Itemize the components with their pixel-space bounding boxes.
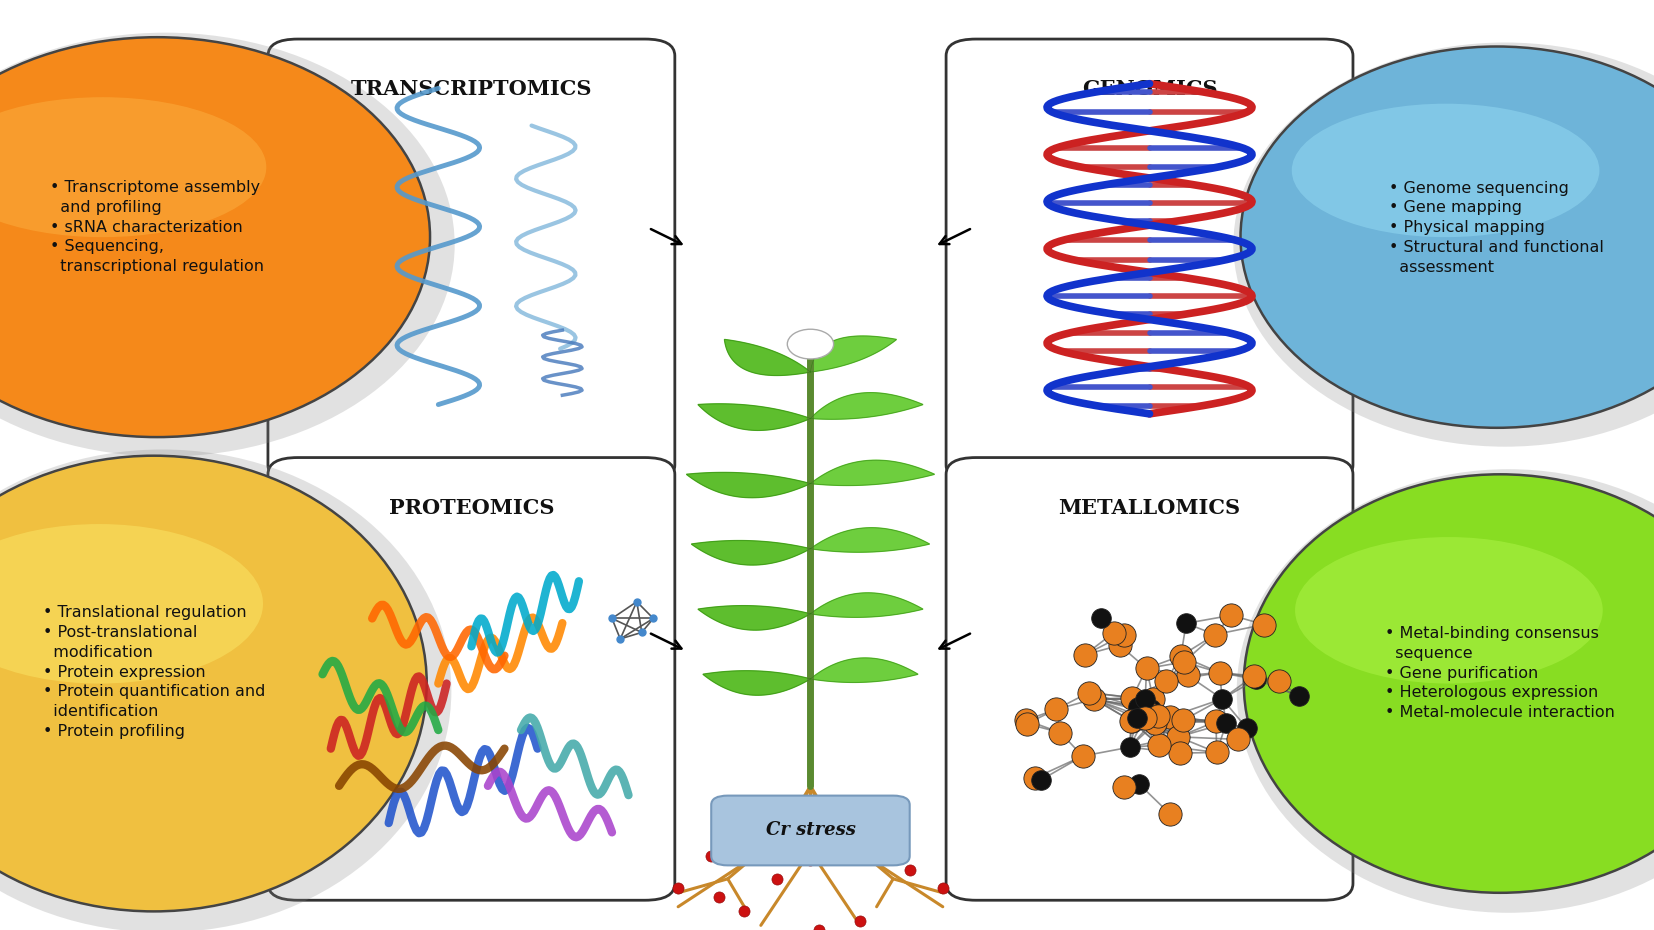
Point — [1107, 638, 1133, 653]
Polygon shape — [724, 339, 810, 376]
Polygon shape — [703, 671, 810, 696]
Ellipse shape — [0, 449, 452, 930]
Point — [1125, 700, 1151, 715]
Text: GENOMICS: GENOMICS — [1082, 79, 1217, 100]
Point — [1171, 655, 1197, 670]
Point — [1133, 661, 1159, 676]
Point — [1250, 618, 1277, 632]
Text: METALLOMICS: METALLOMICS — [1059, 498, 1240, 518]
Ellipse shape — [787, 329, 834, 359]
Ellipse shape — [0, 525, 263, 684]
Polygon shape — [810, 658, 918, 683]
Point — [1226, 732, 1252, 747]
Point — [1166, 746, 1193, 761]
Point — [1070, 749, 1097, 764]
Point — [1153, 674, 1179, 689]
Point — [1202, 627, 1229, 642]
Point — [1202, 714, 1229, 729]
Point — [1206, 665, 1232, 680]
Text: PROTEOMICS: PROTEOMICS — [389, 498, 554, 518]
FancyBboxPatch shape — [711, 796, 910, 865]
Ellipse shape — [1295, 538, 1603, 684]
Ellipse shape — [0, 33, 455, 457]
Text: TRANSCRIPTOMICS: TRANSCRIPTOMICS — [351, 79, 592, 100]
Point — [1131, 711, 1158, 725]
Point — [1131, 692, 1158, 707]
Text: • Metal-binding consensus
  sequence
• Gene purification
• Heterologous expressi: • Metal-binding consensus sequence • Gen… — [1386, 626, 1614, 720]
Point — [1234, 721, 1260, 736]
Point — [1145, 709, 1171, 724]
Ellipse shape — [1237, 470, 1654, 913]
Ellipse shape — [0, 98, 266, 237]
Text: Cr stress: Cr stress — [766, 821, 855, 840]
Point — [1027, 773, 1054, 788]
Ellipse shape — [1234, 43, 1654, 446]
Polygon shape — [698, 404, 810, 431]
Text: • Genome sequencing
• Gene mapping
• Physical mapping
• Structural and functiona: • Genome sequencing • Gene mapping • Phy… — [1389, 180, 1604, 274]
Point — [1173, 616, 1199, 631]
FancyBboxPatch shape — [946, 458, 1353, 900]
Point — [1022, 770, 1049, 785]
Polygon shape — [686, 472, 810, 498]
Point — [1118, 713, 1145, 728]
Point — [1242, 672, 1269, 687]
Point — [1174, 668, 1201, 683]
Point — [1118, 714, 1145, 729]
Ellipse shape — [1240, 46, 1654, 428]
Point — [1082, 692, 1108, 707]
Point — [1075, 685, 1102, 700]
Point — [1012, 712, 1039, 727]
Point — [1158, 807, 1184, 822]
Point — [1110, 628, 1136, 643]
Polygon shape — [810, 527, 930, 552]
Point — [1140, 692, 1166, 707]
FancyBboxPatch shape — [268, 458, 675, 900]
Point — [1044, 702, 1070, 717]
Point — [1133, 704, 1159, 719]
Polygon shape — [810, 392, 923, 419]
Ellipse shape — [0, 37, 430, 437]
Point — [1072, 647, 1098, 662]
FancyBboxPatch shape — [946, 39, 1353, 482]
Point — [1168, 648, 1194, 663]
Polygon shape — [810, 336, 896, 372]
Text: • Translational regulation
• Post-translational
  modification
• Protein express: • Translational regulation • Post-transl… — [43, 605, 265, 739]
Point — [1164, 729, 1191, 744]
Point — [1110, 780, 1136, 795]
Point — [1204, 745, 1231, 760]
Point — [1126, 777, 1153, 791]
Point — [1285, 689, 1312, 704]
Point — [1100, 625, 1126, 640]
Polygon shape — [810, 460, 935, 485]
Point — [1125, 711, 1151, 725]
Ellipse shape — [1244, 474, 1654, 893]
Point — [1169, 712, 1196, 727]
Point — [1047, 725, 1073, 740]
Point — [1116, 739, 1143, 754]
FancyBboxPatch shape — [268, 39, 675, 482]
Point — [1014, 716, 1040, 731]
Polygon shape — [810, 592, 923, 618]
Point — [1146, 737, 1173, 752]
Point — [1120, 690, 1146, 705]
Polygon shape — [698, 605, 810, 631]
Point — [1209, 691, 1236, 706]
Polygon shape — [691, 540, 810, 565]
Point — [1143, 716, 1169, 731]
Text: • Transcriptome assembly
  and profiling
• sRNA characterization
• Sequencing,
 : • Transcriptome assembly and profiling •… — [50, 180, 265, 274]
Ellipse shape — [0, 456, 427, 911]
Point — [1212, 716, 1239, 731]
Ellipse shape — [1292, 104, 1599, 237]
Point — [1158, 710, 1184, 724]
Point — [1240, 669, 1267, 684]
Point — [1088, 610, 1115, 625]
Point — [1138, 701, 1164, 716]
Point — [1265, 673, 1292, 688]
Point — [1219, 608, 1245, 623]
